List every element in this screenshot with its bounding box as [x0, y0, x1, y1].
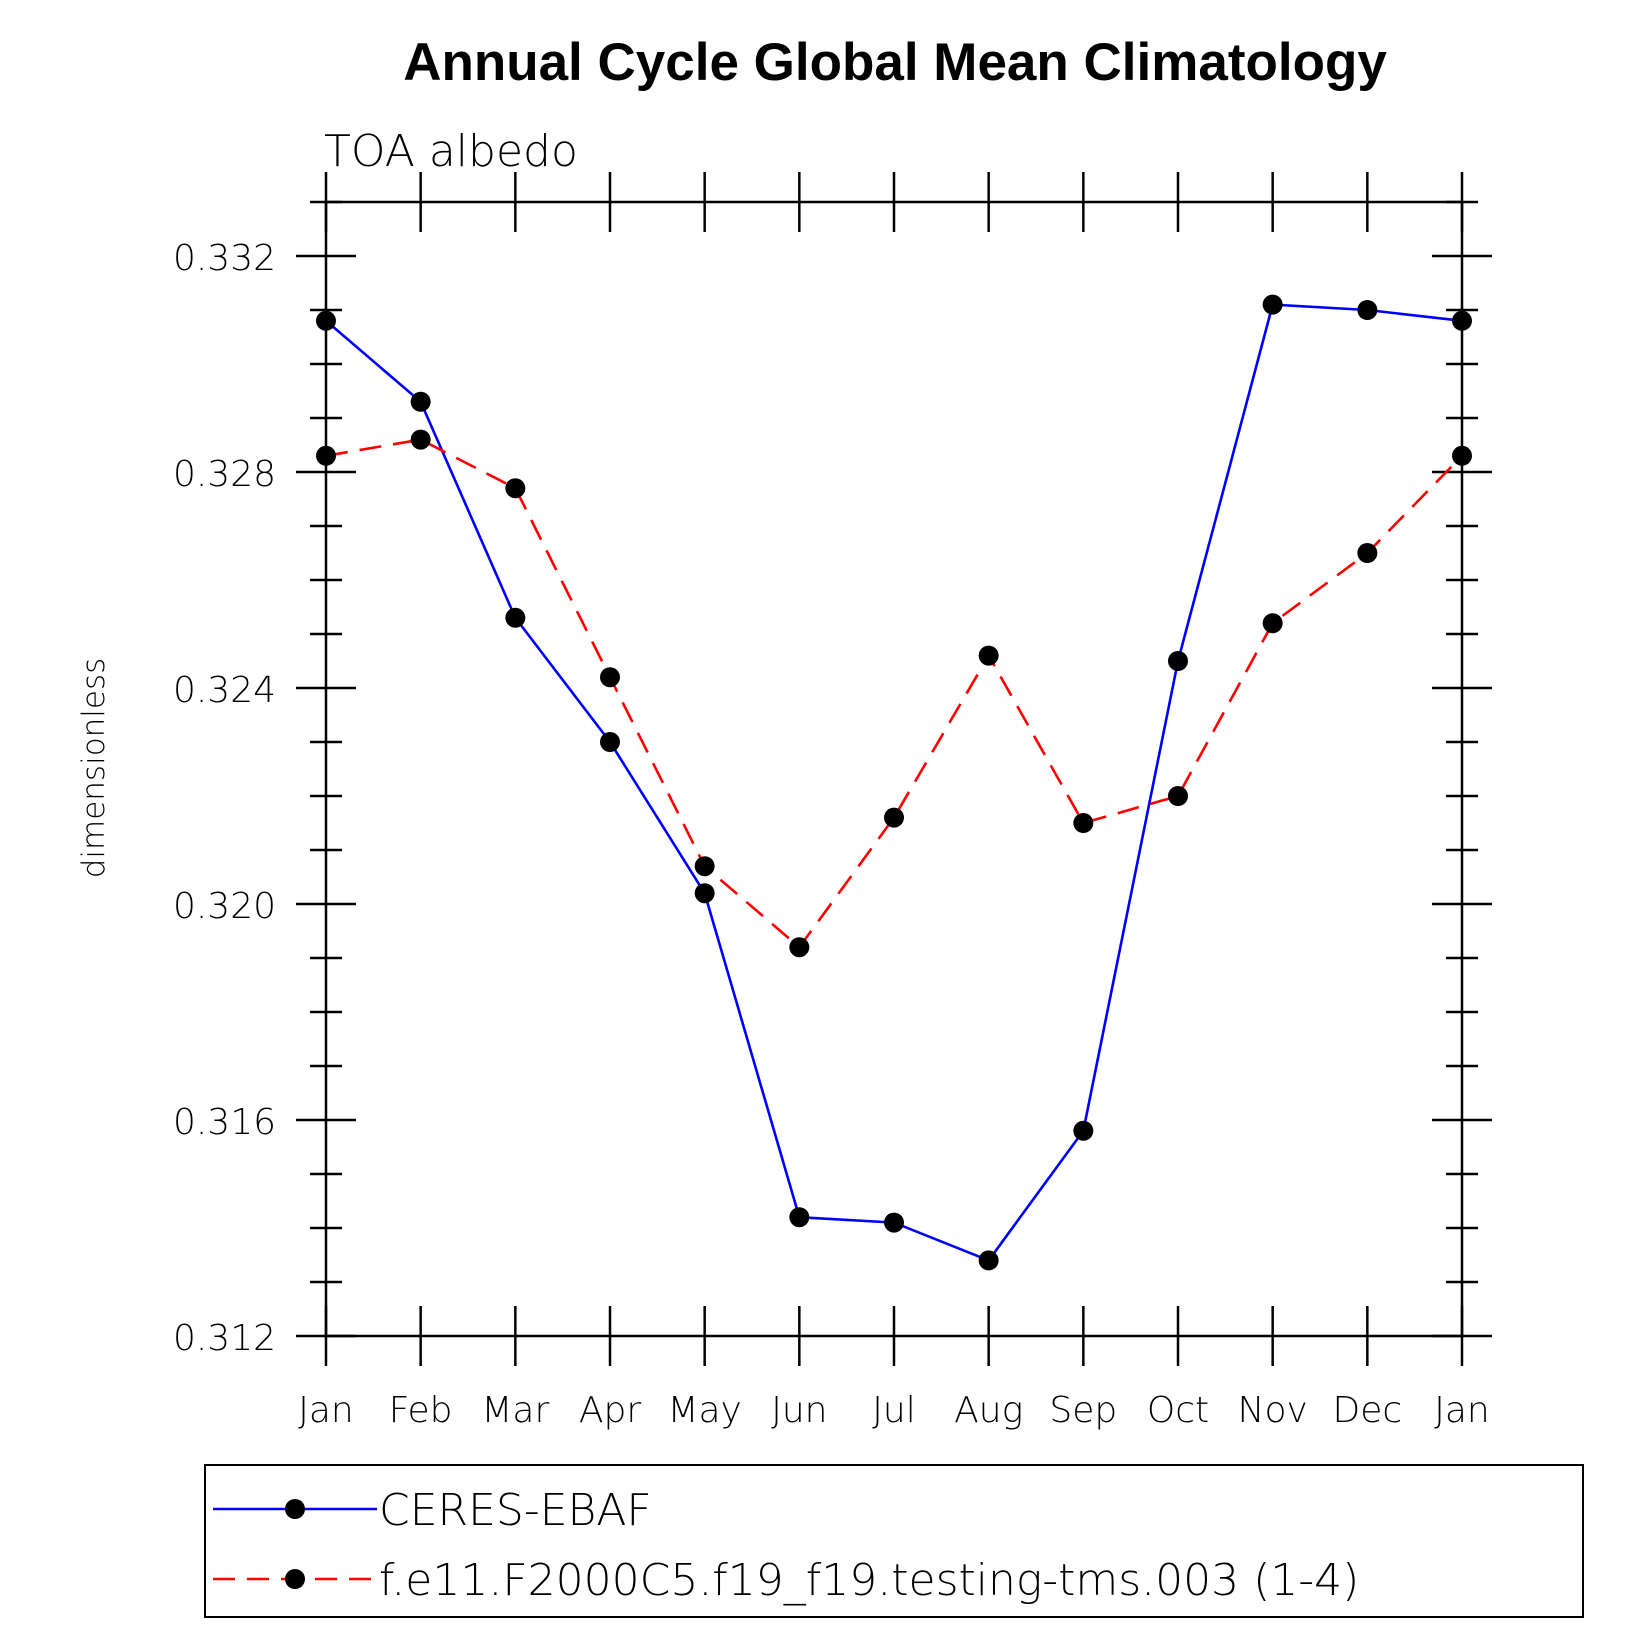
chart-title: Annual Cycle Global Mean Climatology: [403, 33, 1387, 92]
y-axis-label: dimensionless: [76, 658, 112, 879]
legend-label-0: CERES-EBAF: [379, 1485, 652, 1536]
x-tick-label: Jan: [1434, 1390, 1490, 1431]
series-layer: [316, 294, 1472, 1271]
x-tick-label: Apr: [579, 1390, 641, 1431]
data-point-series-0: [505, 607, 526, 628]
data-point-series-1: [505, 478, 526, 499]
data-point-series-0: [1262, 294, 1283, 315]
chart-subtitle: TOA albedo: [324, 126, 578, 177]
data-point-series-0: [694, 883, 715, 904]
data-point-series-0: [410, 391, 431, 412]
series-line-0: [325, 303, 1463, 1262]
x-tick-label: Nov: [1238, 1390, 1308, 1431]
data-point-series-1: [978, 645, 999, 666]
legend-box: [204, 1464, 1584, 1618]
x-tick-label: Jun: [771, 1390, 827, 1431]
data-point-series-1: [1168, 786, 1188, 806]
x-tick-label: Sep: [1049, 1390, 1117, 1431]
legend-marker-0: [285, 1499, 305, 1519]
data-point-series-1: [1262, 613, 1283, 634]
x-tick-label: Mar: [481, 1390, 549, 1431]
data-point-series-1: [1357, 543, 1378, 563]
y-tick-label: 0.328: [173, 454, 276, 495]
axes: Jan Feb Mar Apr May Jun Jul Aug Sep Oct Nov Dec Jan 0…: [173, 172, 1492, 1431]
x-tick-label: Jan: [298, 1390, 354, 1431]
series-line-1: [325, 438, 1463, 950]
data-point-series-1: [316, 445, 336, 466]
x-tick-label: Aug: [954, 1390, 1023, 1431]
plot-frame: [324, 200, 1464, 1338]
legend-label-1: f.e11.F2000C5.f19_f19.testing-tms.003 (1…: [379, 1555, 1359, 1606]
data-point-series-0: [1357, 300, 1378, 320]
y-tick-label: 0.324: [173, 670, 276, 711]
x-tick-label: Feb: [389, 1390, 453, 1431]
y-tick-label: 0.320: [173, 886, 276, 927]
data-point-series-1: [1452, 445, 1472, 466]
legend: CERES-EBAF f.e11.F2000C5.f19_f19.testing-…: [204, 1464, 1584, 1618]
data-point-series-1: [694, 856, 715, 877]
data-point-series-0: [600, 732, 620, 752]
data-point-series-1: [600, 667, 620, 688]
data-point-series-0: [1452, 310, 1472, 331]
data-point-series-0: [1073, 1120, 1094, 1141]
data-point-series-1: [884, 807, 904, 828]
data-point-series-0: [789, 1207, 810, 1228]
data-point-series-0: [884, 1212, 904, 1233]
y-tick-label: 0.316: [173, 1102, 276, 1143]
data-point-series-0: [978, 1250, 999, 1271]
x-tick-label: Oct: [1147, 1390, 1209, 1431]
x-tick-label: May: [667, 1390, 741, 1431]
data-point-series-0: [1168, 651, 1188, 671]
x-tick-label: Dec: [1332, 1390, 1402, 1431]
data-point-series-1: [789, 937, 810, 958]
data-point-series-0: [316, 310, 336, 331]
x-tick-label: Jul: [872, 1390, 915, 1431]
data-point-series-1: [410, 429, 431, 450]
legend-marker-1: [285, 1569, 305, 1589]
y-tick-label: 0.312: [173, 1318, 276, 1359]
data-point-series-1: [1073, 813, 1094, 833]
y-tick-label: 0.332: [173, 238, 276, 279]
